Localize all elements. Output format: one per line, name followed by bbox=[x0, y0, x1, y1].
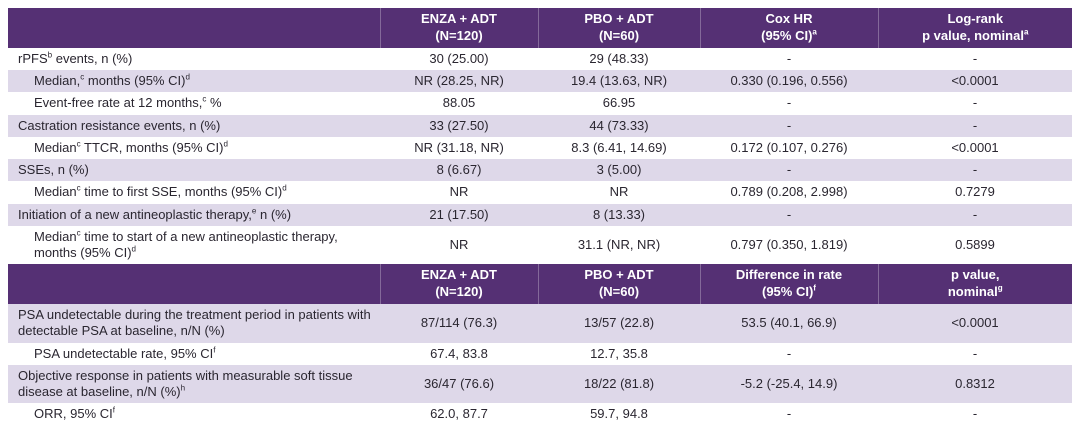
data-cell: 18/22 (81.8) bbox=[538, 364, 700, 404]
data-cell: - bbox=[878, 47, 1072, 71]
section-1-header-row: ENZA + ADT (N=120) PBO + ADT (N=60) Cox HR (9… bbox=[8, 8, 1072, 48]
table-row: Objective response in patients with meas… bbox=[8, 364, 1072, 404]
row-label: Medianc TTCR, months (95% CI)d bbox=[8, 136, 380, 160]
table-body: ENZA + ADT (N=120) PBO + ADT (N=60) Cox HR (9… bbox=[8, 8, 1072, 424]
data-cell: 62.0, 87.7 bbox=[380, 403, 538, 424]
data-cell: - bbox=[878, 403, 1072, 424]
data-cell: <0.0001 bbox=[878, 70, 1072, 93]
efficacy-results-table: ENZA + ADT (N=120) PBO + ADT (N=60) Cox HR (9… bbox=[8, 8, 1072, 424]
data-cell: 29 (48.33) bbox=[538, 47, 700, 71]
data-cell: - bbox=[878, 203, 1072, 226]
data-cell: 30 (25.00) bbox=[380, 47, 538, 71]
data-cell: 0.789 (0.208, 2.998) bbox=[700, 181, 878, 204]
table-row: Medianc time to start of a new antineopl… bbox=[8, 225, 1072, 265]
data-cell: 8 (6.67) bbox=[380, 159, 538, 182]
column-header: p value, nominalg bbox=[877, 264, 1072, 305]
data-cell: 0.5899 bbox=[878, 225, 1072, 265]
data-cell: 31.1 (NR, NR) bbox=[538, 225, 700, 265]
data-cell: 19.4 (13.63, NR) bbox=[538, 70, 700, 93]
data-cell: NR bbox=[380, 181, 538, 204]
data-cell: 0.172 (0.107, 0.276) bbox=[700, 136, 878, 160]
data-cell: 66.95 bbox=[538, 92, 700, 115]
data-cell: - bbox=[700, 114, 878, 137]
table-row: Median,c months (95% CI)d NR (28.25, NR) 1… bbox=[8, 70, 1072, 93]
data-cell: - bbox=[700, 159, 878, 182]
table-row: Initiation of a new antineoplastic thera… bbox=[8, 203, 1072, 226]
column-header: Difference in rate (95% CI)f bbox=[699, 264, 878, 305]
data-cell: NR bbox=[538, 181, 700, 204]
data-cell: 8 (13.33) bbox=[538, 203, 700, 226]
data-cell: 0.797 (0.350, 1.819) bbox=[700, 225, 878, 265]
data-cell: 33 (27.50) bbox=[380, 114, 538, 137]
data-cell: 0.330 (0.196, 0.556) bbox=[700, 70, 878, 93]
data-cell: <0.0001 bbox=[878, 304, 1072, 343]
data-cell: 44 (73.33) bbox=[538, 114, 700, 137]
data-cell: - bbox=[700, 342, 878, 365]
row-label: Medianc time to first SSE, months (95% C… bbox=[8, 181, 380, 204]
data-cell: - bbox=[878, 159, 1072, 182]
data-cell: 59.7, 94.8 bbox=[538, 403, 700, 424]
data-cell: 53.5 (40.1, 66.9) bbox=[700, 304, 878, 343]
data-cell: 0.7279 bbox=[878, 181, 1072, 204]
table-row: Castration resistance events, n (%) 33 (2… bbox=[8, 114, 1072, 137]
column-header: Cox HR (95% CI)a bbox=[699, 8, 878, 48]
row-label: ORR, 95% CIf bbox=[8, 403, 380, 424]
column-header: ENZA + ADT (N=120) bbox=[379, 8, 538, 48]
data-cell: 3 (5.00) bbox=[538, 159, 700, 182]
column-header: PBO + ADT (N=60) bbox=[537, 8, 700, 48]
column-header: PBO + ADT (N=60) bbox=[537, 264, 700, 305]
data-cell: 12.7, 35.8 bbox=[538, 342, 700, 365]
data-cell: - bbox=[700, 403, 878, 424]
row-label-header bbox=[8, 264, 380, 305]
data-cell: NR (28.25, NR) bbox=[380, 70, 538, 93]
data-cell: - bbox=[878, 114, 1072, 137]
data-cell: - bbox=[700, 92, 878, 115]
row-label: Castration resistance events, n (%) bbox=[8, 114, 380, 137]
table-row: rPFSb events, n (%) 30 (25.00) 29 (48.33) -… bbox=[8, 47, 1072, 71]
data-cell: -5.2 (-25.4, 14.9) bbox=[700, 364, 878, 404]
column-header: ENZA + ADT (N=120) bbox=[379, 264, 538, 305]
column-header: Log-rank p value, nominala bbox=[877, 8, 1072, 48]
table-row: SSEs, n (%) 8 (6.67) 3 (5.00) - - bbox=[8, 159, 1072, 182]
table-row: Medianc TTCR, months (95% CI)d NR (31.18,… bbox=[8, 136, 1072, 160]
data-cell: 0.8312 bbox=[878, 364, 1072, 404]
data-cell: - bbox=[878, 92, 1072, 115]
data-cell: 88.05 bbox=[380, 92, 538, 115]
row-label: PSA undetectable rate, 95% CIf bbox=[8, 342, 380, 365]
data-cell: 36/47 (76.6) bbox=[380, 364, 538, 404]
data-cell: 87/114 (76.3) bbox=[380, 304, 538, 343]
table-row: PSA undetectable during the treatment pe… bbox=[8, 304, 1072, 343]
data-cell: <0.0001 bbox=[878, 136, 1072, 160]
data-cell: NR (31.18, NR) bbox=[380, 136, 538, 160]
data-cell: 21 (17.50) bbox=[380, 203, 538, 226]
row-label: Event-free rate at 12 months,c % bbox=[8, 92, 380, 115]
table-row: Medianc time to first SSE, months (95% C… bbox=[8, 181, 1072, 204]
table-row: PSA undetectable rate, 95% CIf 67.4, 83.8… bbox=[8, 342, 1072, 365]
data-cell: 67.4, 83.8 bbox=[380, 342, 538, 365]
data-cell: - bbox=[700, 203, 878, 226]
data-cell: 8.3 (6.41, 14.69) bbox=[538, 136, 700, 160]
data-cell: - bbox=[878, 342, 1072, 365]
row-label: Median,c months (95% CI)d bbox=[8, 70, 380, 93]
data-cell: - bbox=[700, 47, 878, 71]
row-label: rPFSb events, n (%) bbox=[8, 47, 380, 71]
section-2-header-row: ENZA + ADT (N=120) PBO + ADT (N=60) Differen… bbox=[8, 264, 1072, 305]
row-label: SSEs, n (%) bbox=[8, 159, 380, 182]
table-row: Event-free rate at 12 months,c % 88.05 66.… bbox=[8, 92, 1072, 115]
data-cell: 13/57 (22.8) bbox=[538, 304, 700, 343]
data-cell: NR bbox=[380, 225, 538, 265]
row-label-header bbox=[8, 8, 380, 48]
row-label: Medianc time to start of a new antineopl… bbox=[8, 225, 380, 265]
row-label: Initiation of a new antineoplastic thera… bbox=[8, 203, 380, 226]
table-row: ORR, 95% CIf 62.0, 87.7 59.7, 94.8- - bbox=[8, 403, 1072, 424]
row-label: Objective response in patients with meas… bbox=[8, 364, 380, 404]
row-label: PSA undetectable during the treatment pe… bbox=[8, 304, 380, 343]
